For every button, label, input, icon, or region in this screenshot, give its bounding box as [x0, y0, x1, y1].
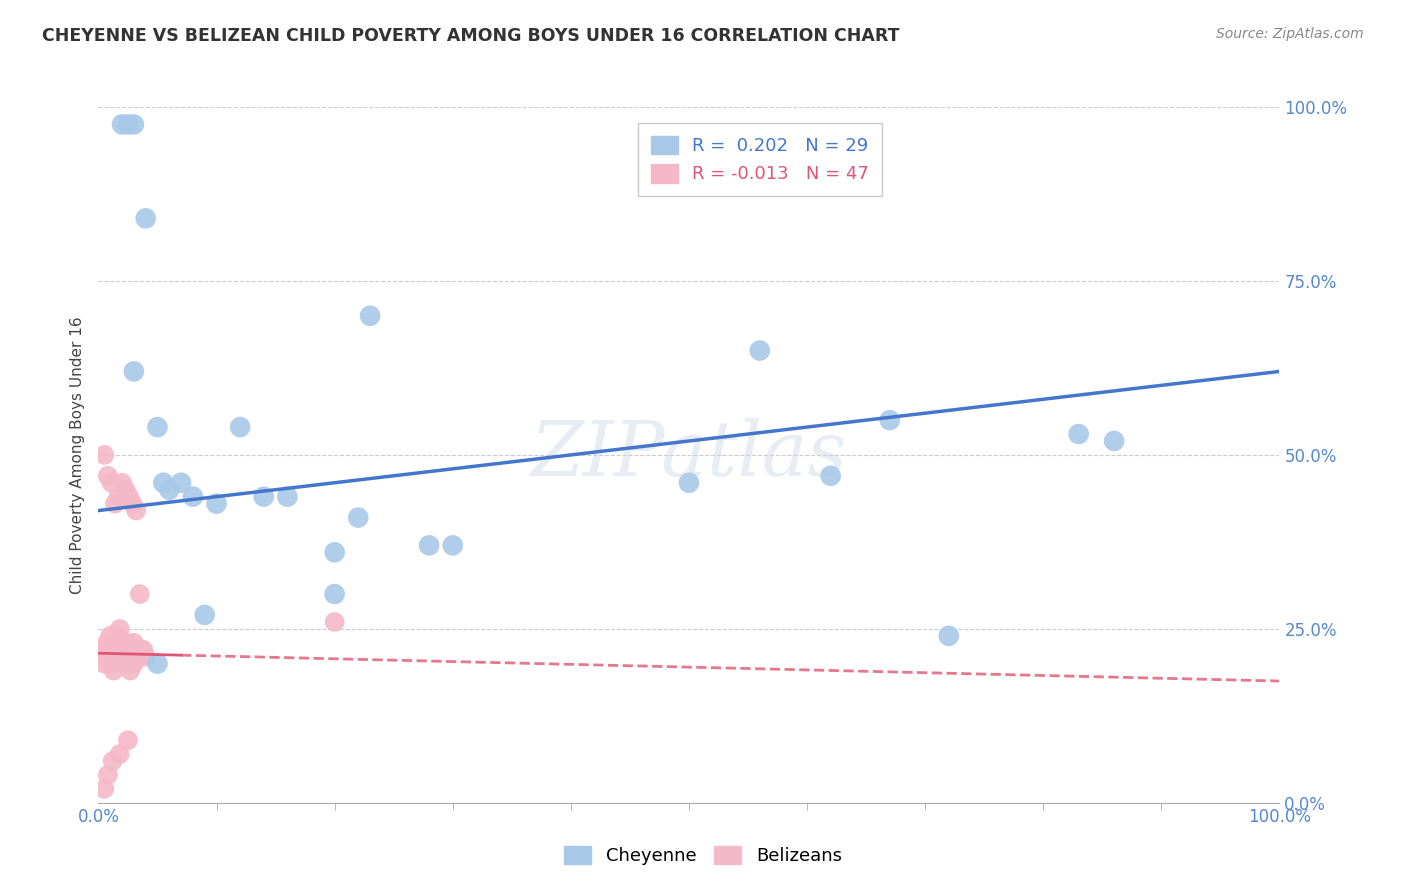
Point [115, 636, 138, 650]
Point [135, 649, 157, 664]
Point [121, 642, 143, 657]
Point [101, 754, 124, 768]
Point [122, 636, 145, 650]
Point [111, 117, 134, 131]
Point [157, 483, 180, 497]
Point [181, 490, 204, 504]
Point [748, 343, 770, 358]
Point [111, 642, 134, 657]
Point [253, 490, 276, 504]
Point [122, 117, 145, 131]
Point [111, 475, 134, 490]
Point [105, 629, 128, 643]
Point [108, 622, 131, 636]
Point [418, 538, 440, 552]
Point [441, 538, 464, 552]
Point [128, 649, 150, 664]
Point [146, 657, 169, 671]
Point [101, 636, 124, 650]
Point [115, 657, 138, 671]
Point [104, 497, 127, 511]
Point [108, 747, 131, 761]
Point [276, 490, 298, 504]
Point [152, 475, 174, 490]
Point [97, 468, 120, 483]
Point [98, 642, 121, 657]
Point [105, 649, 128, 664]
Point [132, 642, 155, 657]
Point [323, 615, 346, 629]
Point [125, 503, 148, 517]
Point [205, 497, 228, 511]
Point [107, 490, 129, 504]
Point [98, 657, 121, 671]
Point [125, 642, 148, 657]
Point [104, 642, 127, 657]
Point [103, 664, 125, 678]
Point [347, 510, 370, 524]
Text: Source: ZipAtlas.com: Source: ZipAtlas.com [1216, 27, 1364, 41]
Point [93, 781, 115, 796]
Point [108, 657, 131, 671]
Point [129, 642, 152, 657]
Point [146, 420, 169, 434]
Point [938, 629, 960, 643]
Y-axis label: Child Poverty Among Boys Under 16: Child Poverty Among Boys Under 16 [69, 316, 84, 594]
Point [118, 649, 141, 664]
Point [879, 413, 901, 427]
Point [112, 649, 135, 664]
Point [121, 497, 143, 511]
Text: CHEYENNE VS BELIZEAN CHILD POVERTY AMONG BOYS UNDER 16 CORRELATION CHART: CHEYENNE VS BELIZEAN CHILD POVERTY AMONG… [42, 27, 900, 45]
Point [100, 475, 122, 490]
Point [98, 629, 121, 643]
Point [323, 587, 346, 601]
Point [112, 642, 135, 657]
Point [93, 642, 115, 657]
Point [128, 587, 150, 601]
Point [117, 117, 139, 131]
Point [122, 364, 145, 378]
Point [96, 636, 118, 650]
Point [120, 664, 142, 678]
Point [194, 607, 217, 622]
Point [678, 475, 700, 490]
Point [118, 490, 141, 504]
Point [93, 448, 115, 462]
Point [117, 733, 139, 747]
Point [1067, 427, 1090, 442]
Point [93, 657, 115, 671]
Point [135, 211, 157, 226]
Legend: Cheyenne, Belizeans: Cheyenne, Belizeans [555, 837, 851, 874]
Point [114, 483, 136, 497]
Text: ZIPatlas: ZIPatlas [530, 418, 848, 491]
Point [170, 475, 193, 490]
Point [97, 768, 120, 782]
Point [1102, 434, 1125, 448]
Point [323, 545, 346, 559]
Point [820, 468, 842, 483]
Point [122, 657, 145, 671]
Point [97, 649, 120, 664]
Point [359, 309, 381, 323]
Point [127, 649, 149, 664]
Legend: R =  0.202   N = 29, R = -0.013   N = 47: R = 0.202 N = 29, R = -0.013 N = 47 [638, 123, 882, 196]
Point [229, 420, 252, 434]
